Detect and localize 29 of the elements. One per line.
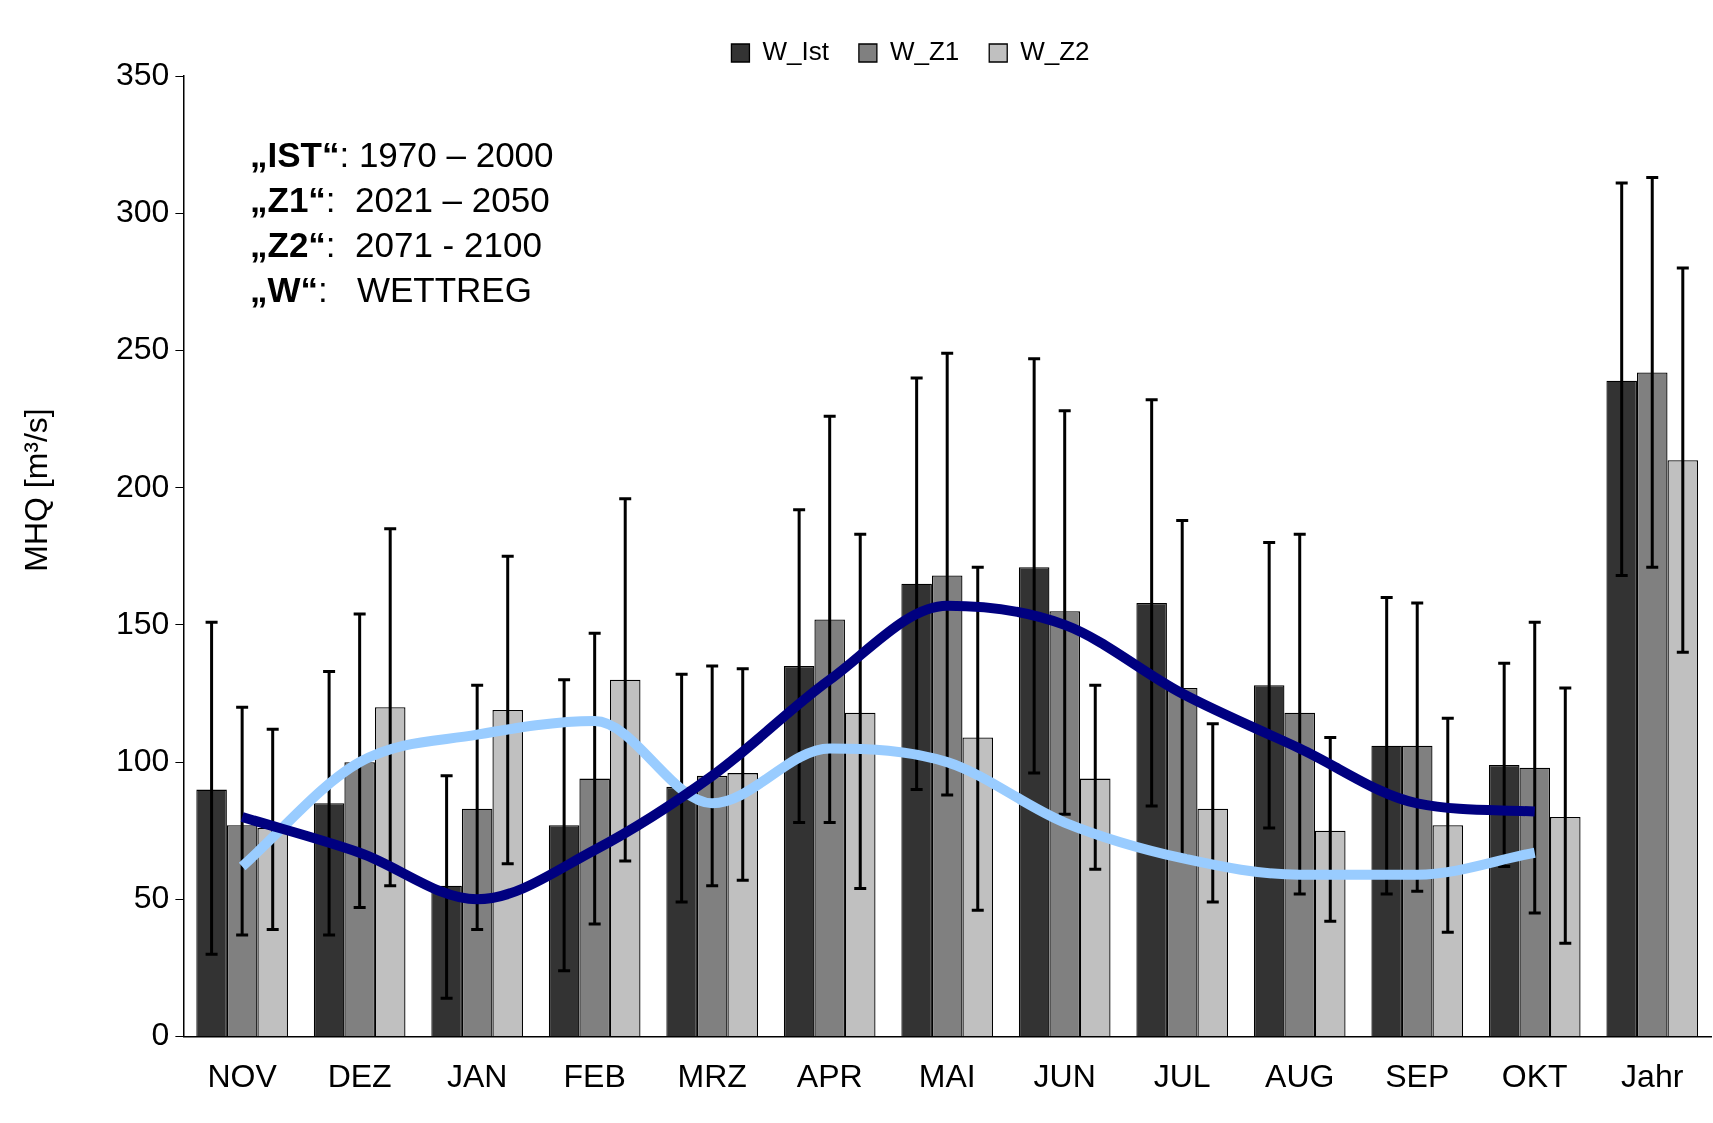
- x-tick-label: APR: [796, 1057, 863, 1094]
- annotation: „Z2“: 2071 - 2100: [250, 224, 543, 266]
- x-tick-label: DEZ: [327, 1057, 392, 1094]
- annotation: „Z1“: 2021 – 2050: [250, 179, 551, 221]
- x-tick-label: JUL: [1153, 1057, 1211, 1094]
- y-axis-title: MHQ [m³/s]: [18, 408, 56, 572]
- x-tick-label: MAI: [918, 1057, 976, 1094]
- annotation: „IST“: 1970 – 2000: [250, 134, 554, 176]
- x-tick-label: AUG: [1265, 1057, 1335, 1094]
- y-tick-label: 150: [116, 604, 170, 641]
- y-tick-label: 0: [151, 1016, 170, 1053]
- x-tick-label: SEP: [1385, 1057, 1450, 1094]
- x-tick-label: JUN: [1033, 1057, 1096, 1094]
- x-tick-label: NOV: [207, 1057, 278, 1094]
- annotation: „W“: WETTREG: [250, 269, 533, 311]
- x-tick-label: FEB: [563, 1057, 626, 1094]
- y-tick-label: 250: [116, 330, 170, 367]
- y-tick-label: 50: [133, 879, 170, 916]
- y-tick-label: 300: [116, 193, 170, 230]
- legend-label: W_Ist: [762, 36, 830, 67]
- x-tick-label: JAN: [446, 1057, 508, 1094]
- legend-label: W_Z2: [1020, 36, 1090, 67]
- x-tick-label: Jahr: [1621, 1057, 1684, 1094]
- x-tick-label: OKT: [1501, 1057, 1568, 1094]
- y-tick-label: 100: [116, 741, 170, 778]
- y-tick-label: 200: [116, 467, 170, 504]
- y-tick-label: 350: [116, 55, 170, 92]
- x-tick-label: MRZ: [677, 1057, 747, 1094]
- legend-label: W_Z1: [889, 36, 960, 67]
